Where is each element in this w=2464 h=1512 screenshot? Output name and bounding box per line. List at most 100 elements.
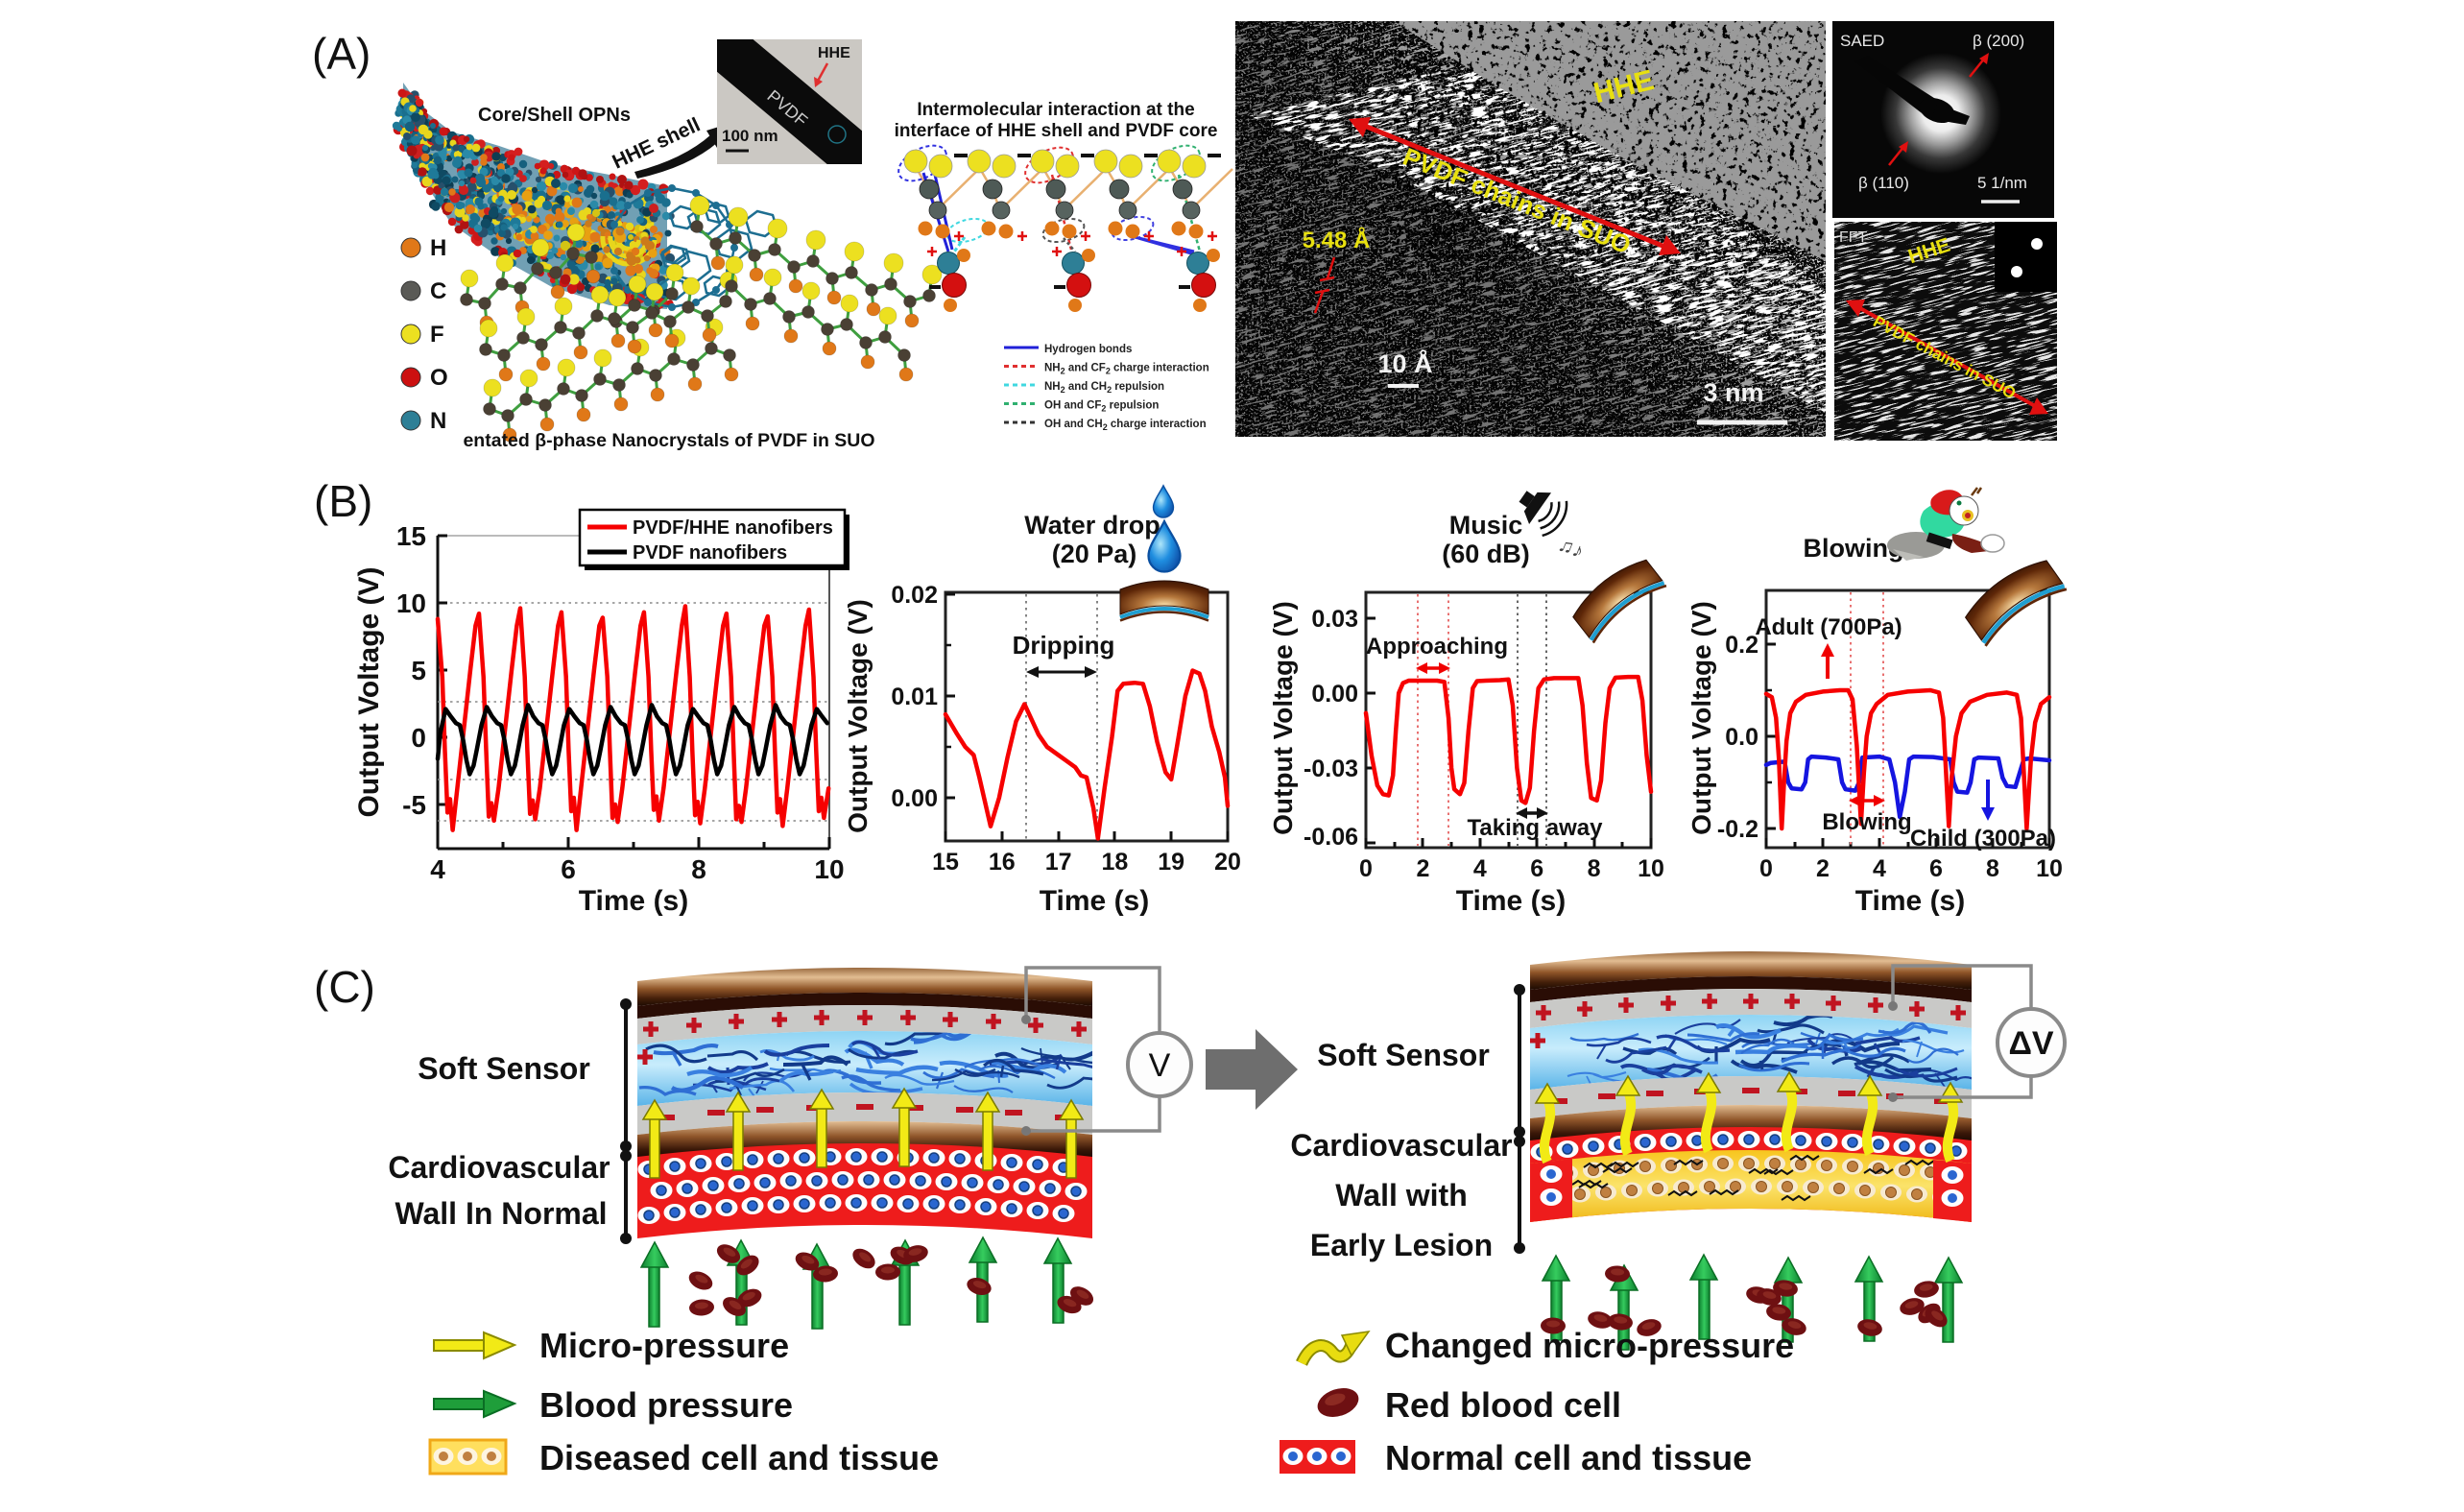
svg-text:5: 5 — [411, 656, 426, 685]
svg-text:C: C — [430, 278, 446, 304]
svg-text:(A): (A) — [312, 29, 371, 79]
svg-text:8: 8 — [1986, 855, 1999, 882]
svg-text:-0.06: -0.06 — [1304, 824, 1358, 851]
svg-text:(C): (C) — [314, 962, 375, 1012]
svg-text:(20 Pa): (20 Pa) — [1052, 540, 1137, 568]
svg-text:Music: Music — [1449, 511, 1523, 540]
svg-text:entated β-phase Nanocrystals o: entated β-phase Nanocrystals of PVDF in … — [463, 430, 874, 451]
svg-text:Time (s): Time (s) — [1855, 885, 1965, 917]
svg-text:4: 4 — [1873, 855, 1886, 882]
svg-text:3 nm: 3 nm — [1703, 378, 1763, 407]
svg-text:100 nm: 100 nm — [722, 127, 778, 145]
svg-text:interface of HHE shell and PVD: interface of HHE shell and PVDF core — [895, 121, 1218, 141]
svg-text:OH and CH2 charge interaction: OH and CH2 charge interaction — [1044, 419, 1207, 432]
svg-text:0.00: 0.00 — [891, 785, 938, 812]
svg-text:0.2: 0.2 — [1725, 632, 1758, 659]
svg-text:-5: -5 — [402, 790, 426, 820]
svg-text:H: H — [430, 235, 446, 261]
svg-text:16: 16 — [989, 849, 1016, 876]
svg-text:OH and CF2 repulsion: OH and CF2 repulsion — [1044, 400, 1159, 414]
svg-text:10 Å: 10 Å — [1377, 348, 1432, 378]
svg-text:Early Lesion: Early Lesion — [1310, 1228, 1493, 1262]
svg-text:Normal cell and tissue: Normal cell and tissue — [1385, 1438, 1752, 1477]
svg-text:Micro-pressure: Micro-pressure — [539, 1326, 789, 1365]
svg-text:17: 17 — [1045, 849, 1072, 876]
svg-text:Wall with: Wall with — [1335, 1178, 1467, 1212]
svg-text:NH2 and CF2 charge interaction: NH2 and CF2 charge interaction — [1044, 363, 1209, 376]
svg-text:Wall In Normal: Wall In Normal — [395, 1196, 607, 1231]
svg-text:Cardiovascular: Cardiovascular — [388, 1150, 610, 1185]
svg-text:Time (s): Time (s) — [1040, 885, 1149, 917]
svg-text:10: 10 — [814, 854, 844, 884]
svg-text:0.03: 0.03 — [1311, 606, 1358, 633]
svg-text:SAED: SAED — [1840, 32, 1884, 50]
svg-text:Diseased cell and tissue: Diseased cell and tissue — [539, 1438, 939, 1477]
svg-text:Dripping: Dripping — [1013, 631, 1115, 660]
svg-text:0: 0 — [1359, 855, 1373, 882]
svg-text:10: 10 — [2036, 855, 2063, 882]
svg-text:Core/Shell OPNs: Core/Shell OPNs — [478, 105, 631, 126]
svg-text:10: 10 — [1638, 855, 1664, 882]
svg-text:10: 10 — [396, 588, 426, 618]
svg-text:Taking away: Taking away — [1468, 815, 1604, 841]
svg-text:15: 15 — [396, 521, 426, 551]
svg-text:20: 20 — [1214, 849, 1241, 876]
svg-text:Approaching: Approaching — [1366, 634, 1508, 660]
svg-text:(B): (B) — [314, 476, 372, 526]
svg-text:Intermolecular interaction at: Intermolecular interaction at the — [917, 100, 1194, 120]
svg-text:Changed micro-pressure: Changed micro-pressure — [1385, 1326, 1794, 1365]
svg-text:6: 6 — [1530, 855, 1543, 882]
svg-text:PVDF nanofibers: PVDF nanofibers — [633, 542, 787, 564]
svg-text:0: 0 — [411, 723, 426, 753]
svg-text:2: 2 — [1416, 855, 1429, 882]
svg-text:Red blood cell: Red blood cell — [1385, 1385, 1621, 1425]
svg-text:Blood pressure: Blood pressure — [539, 1385, 793, 1425]
svg-text:O: O — [430, 365, 448, 391]
svg-text:Output Voltage (V): Output Voltage (V) — [843, 599, 873, 833]
svg-text:N: N — [430, 408, 446, 434]
svg-text:4: 4 — [430, 854, 445, 884]
svg-text:Adult (700Pa): Adult (700Pa) — [1755, 614, 1902, 640]
svg-text:Output Voltage (V): Output Voltage (V) — [1268, 601, 1298, 835]
svg-text:0.0: 0.0 — [1725, 724, 1758, 751]
svg-text:6: 6 — [561, 854, 576, 884]
svg-text:5 1/nm: 5 1/nm — [1977, 174, 2027, 192]
svg-text:15: 15 — [932, 849, 959, 876]
svg-text:Output Voltage (V): Output Voltage (V) — [353, 566, 385, 817]
svg-text:ΔV: ΔV — [2008, 1025, 2053, 1062]
svg-text:Water drop: Water drop — [1024, 511, 1160, 540]
svg-text:0.00: 0.00 — [1311, 681, 1358, 708]
svg-text:FFT: FFT — [1839, 229, 1868, 246]
svg-text:Child (300Pa): Child (300Pa) — [1910, 826, 2056, 852]
svg-text:Cardiovascular: Cardiovascular — [1290, 1128, 1512, 1163]
svg-text:Output Voltage (V): Output Voltage (V) — [1687, 601, 1716, 835]
svg-text:Hydrogen bonds: Hydrogen bonds — [1044, 344, 1132, 355]
svg-text:(60 dB): (60 dB) — [1442, 540, 1530, 568]
svg-text:PVDF/HHE nanofibers: PVDF/HHE nanofibers — [633, 517, 833, 539]
svg-text:Time (s): Time (s) — [579, 885, 688, 917]
svg-text:β (110): β (110) — [1858, 174, 1909, 192]
svg-text:0: 0 — [1759, 855, 1773, 882]
svg-text:β (200): β (200) — [1973, 32, 2024, 50]
svg-text:8: 8 — [1588, 855, 1601, 882]
svg-text:HHE: HHE — [818, 45, 850, 61]
svg-text:Blowing: Blowing — [1804, 534, 1904, 563]
svg-text:4: 4 — [1473, 855, 1487, 882]
svg-text:8: 8 — [691, 854, 706, 884]
svg-text:0.01: 0.01 — [891, 684, 938, 710]
svg-text:V: V — [1149, 1047, 1171, 1084]
svg-text:Soft Sensor: Soft Sensor — [418, 1051, 590, 1086]
svg-text:2: 2 — [1816, 855, 1830, 882]
svg-text:5.48 Å: 5.48 Å — [1303, 227, 1371, 253]
svg-text:F: F — [430, 322, 444, 348]
svg-text:18: 18 — [1101, 849, 1128, 876]
svg-text:-0.03: -0.03 — [1304, 756, 1358, 782]
svg-text:-0.2: -0.2 — [1717, 816, 1758, 843]
svg-text:Blowing: Blowing — [1822, 809, 1911, 835]
svg-text:0.02: 0.02 — [891, 582, 938, 609]
svg-text:Time (s): Time (s) — [1456, 885, 1566, 917]
svg-text:Soft Sensor: Soft Sensor — [1317, 1038, 1490, 1072]
svg-text:6: 6 — [1929, 855, 1943, 882]
svg-text:NH2 and CH2 repulsion: NH2 and CH2 repulsion — [1044, 381, 1164, 395]
svg-text:19: 19 — [1158, 849, 1184, 876]
